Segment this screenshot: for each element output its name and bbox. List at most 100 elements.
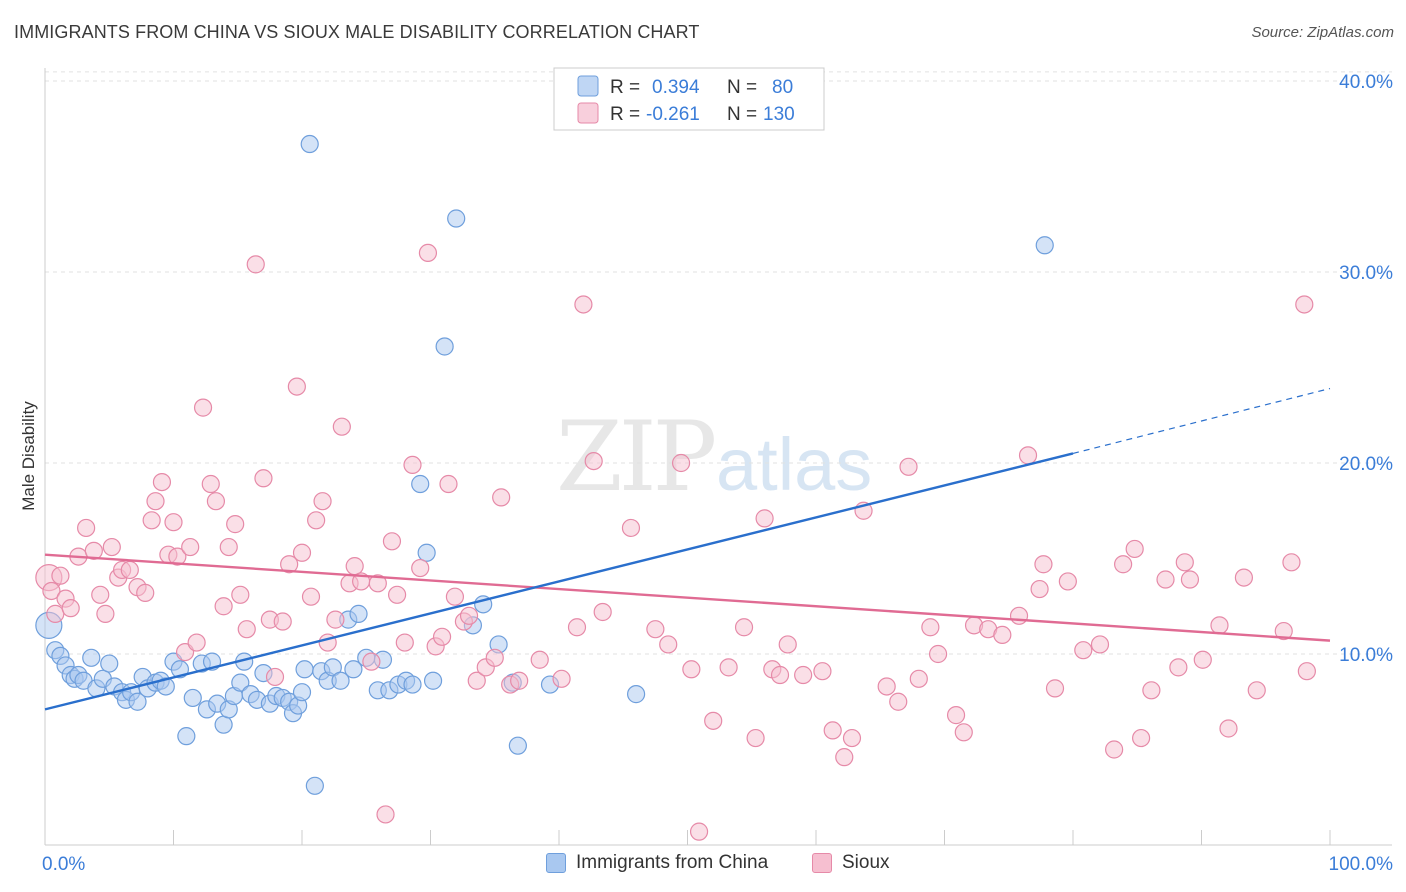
- sioux-point: [136, 583, 155, 602]
- sioux-point: [671, 453, 691, 473]
- sioux-point: [993, 625, 1012, 645]
- china-point: [435, 337, 454, 356]
- sioux-point: [42, 581, 61, 601]
- china-point: [508, 736, 527, 755]
- sioux-point: [231, 585, 250, 604]
- sioux-point: [899, 457, 918, 476]
- sioux-point: [778, 635, 797, 654]
- sioux-point: [459, 606, 479, 625]
- sioux-point: [387, 585, 407, 604]
- china-point: [626, 685, 646, 704]
- china-point: [417, 543, 436, 562]
- legend-sioux-swatch: [577, 102, 599, 124]
- sioux-point: [313, 492, 332, 511]
- sioux-point: [362, 652, 381, 671]
- sioux-point: [877, 677, 896, 696]
- y-tick-label: 20.0%: [1339, 454, 1393, 475]
- sioux-point: [1234, 568, 1254, 587]
- y-axis-title: Male Disability: [19, 401, 38, 511]
- sioux-point: [214, 597, 233, 616]
- grid-lines: [44, 71, 1392, 845]
- sioux-point: [552, 669, 571, 688]
- china-point: [323, 658, 342, 677]
- sioux-point: [1282, 553, 1301, 572]
- sioux-point: [1045, 679, 1065, 698]
- bottom-legend: Immigrants from China Sioux: [0, 852, 1406, 878]
- sioux-point: [909, 669, 928, 688]
- china-point: [300, 134, 319, 154]
- sioux-point: [246, 255, 265, 274]
- sioux-point: [842, 728, 862, 748]
- sioux-point: [813, 662, 832, 681]
- legend-sioux-r-label: R =: [610, 104, 640, 125]
- sioux-point: [1247, 681, 1266, 700]
- sioux-point: [928, 644, 948, 664]
- sioux-point: [1295, 295, 1314, 314]
- sioux-point: [530, 650, 549, 669]
- sioux-point: [61, 599, 80, 618]
- legend-sioux-n-value: 130: [763, 104, 795, 125]
- sioux-point: [201, 474, 220, 494]
- chart-title: IMMIGRANTS FROM CHINA VS SIOUX MALE DISA…: [14, 22, 700, 42]
- sioux-point: [1018, 446, 1038, 465]
- legend-china-n-value: 80: [772, 77, 793, 98]
- bottom-legend-china[interactable]: Immigrants from China: [546, 852, 768, 874]
- watermark-atlas: atlas: [716, 423, 872, 506]
- sioux-point: [432, 627, 452, 646]
- sioux-point: [1156, 570, 1175, 589]
- sioux-point: [1219, 719, 1238, 738]
- legend-china-n-label: N =: [727, 77, 757, 98]
- sioux-point: [91, 585, 110, 604]
- sioux-point: [704, 711, 723, 730]
- sioux-point: [376, 805, 395, 824]
- bottom-legend-sioux-label: Sioux: [842, 852, 890, 873]
- sioux-point: [1180, 570, 1200, 589]
- sioux-point: [746, 728, 765, 748]
- china-point: [156, 677, 175, 696]
- x-tick-label: 0.0%: [42, 854, 85, 875]
- sioux-point: [1125, 539, 1144, 559]
- sioux-point: [682, 660, 701, 679]
- y-tick-label: 10.0%: [1339, 645, 1393, 666]
- x-axis-tick-labels: 0.0% 100.0%: [42, 854, 1393, 875]
- china-point: [305, 776, 324, 795]
- sioux-point: [237, 620, 256, 639]
- sioux-point: [794, 665, 813, 685]
- sioux-point: [835, 748, 854, 767]
- sioux-point: [395, 633, 414, 652]
- china-point: [331, 671, 350, 690]
- sioux-point: [1297, 662, 1316, 681]
- sioux-point: [770, 665, 790, 685]
- sioux-point: [1210, 616, 1229, 635]
- sioux-point: [142, 511, 161, 530]
- china-point: [231, 673, 250, 692]
- sioux-point: [689, 822, 709, 841]
- source-label: Source: ZipAtlas.com: [1251, 24, 1394, 41]
- sioux-point: [164, 513, 183, 532]
- sioux-point: [823, 721, 842, 740]
- sioux-point: [574, 295, 593, 314]
- sioux-point: [439, 474, 458, 494]
- axes: [44, 68, 1392, 846]
- watermark: ZIP atlas: [556, 401, 872, 513]
- sioux-point: [1074, 641, 1093, 660]
- sioux-point: [889, 692, 908, 711]
- sioux-point: [467, 671, 486, 690]
- sioux-point: [332, 417, 351, 436]
- china-point: [344, 660, 363, 679]
- sioux-point: [1132, 728, 1151, 748]
- sioux-point: [273, 612, 292, 631]
- bottom-legend-sioux-swatch: [812, 853, 832, 873]
- sioux-point: [1030, 579, 1049, 599]
- stats-legend: R = 0.394 N = 80 R = -0.261 N = 130: [553, 67, 825, 131]
- china-point: [423, 671, 443, 690]
- bottom-legend-china-label: Immigrants from China: [576, 852, 769, 873]
- sioux-point: [593, 602, 612, 622]
- china-point: [1035, 236, 1054, 255]
- bottom-legend-sioux[interactable]: Sioux: [812, 852, 890, 874]
- sioux-trend-line: [44, 553, 1331, 642]
- sioux-point: [646, 620, 665, 639]
- sioux-point: [152, 473, 172, 492]
- sioux-point: [96, 604, 115, 623]
